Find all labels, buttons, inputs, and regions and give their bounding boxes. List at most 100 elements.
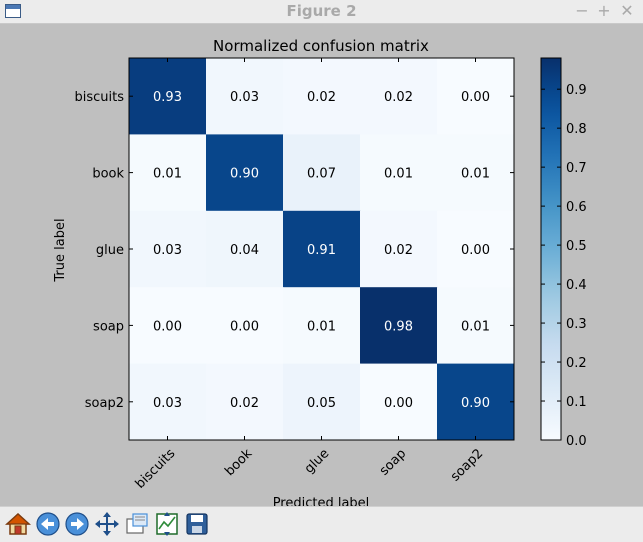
window-title: Figure 2: [286, 2, 357, 20]
heatmap-cell: [437, 58, 515, 135]
navigation-toolbar: [0, 506, 643, 542]
home-icon: [5, 512, 31, 535]
figure-canvas[interactable]: Normalized confusion matrix Predicted la…: [0, 24, 643, 506]
colorbar-tick-label: 0.1: [566, 395, 587, 410]
colorbar-tick-label: 0.9: [566, 83, 587, 98]
forward-button[interactable]: [64, 511, 90, 537]
cell-value-label: 0.01: [461, 167, 490, 182]
x-tick-label: book: [222, 446, 255, 479]
cell-value-label: 0.00: [461, 243, 490, 258]
x-tick-label: biscuits: [133, 446, 179, 492]
x-axis-label: Predicted label: [273, 496, 370, 506]
subplots-button[interactable]: [154, 511, 180, 537]
heatmap-cell: [129, 363, 207, 441]
subplots-icon: [156, 512, 178, 536]
heatmap-cell: [129, 134, 207, 212]
save-button[interactable]: [184, 511, 210, 537]
heatmap-cell: [129, 287, 207, 365]
heatmap-cell: [437, 363, 515, 441]
colorbar: 0.0 0.1 0.2 0.3 0.4 0.5 0.6 0.7 0.8 0.9: [540, 57, 587, 449]
cell-value-label: 0.07: [307, 167, 336, 182]
x-tick-label: glue: [302, 446, 332, 476]
cell-value-label: 0.05: [307, 396, 336, 411]
cell-value-label: 0.00: [461, 90, 490, 105]
cell-value-label: 0.00: [384, 396, 413, 411]
forward-arrow-icon: [65, 512, 89, 536]
heatmap-cell: [360, 363, 438, 441]
cell-value-label: 0.00: [153, 319, 182, 334]
cell-value-label: 0.00: [230, 319, 259, 334]
pan-icon: [95, 512, 119, 536]
cell-value-label: 0.03: [153, 396, 182, 411]
colorbar-tick-label: 0.0: [566, 434, 587, 449]
heatmap-cell: [437, 134, 515, 212]
heatmap-cell: [437, 210, 515, 288]
cell-value-label: 0.01: [461, 319, 490, 334]
colorbar-tick-label: 0.5: [566, 239, 587, 254]
heatmap-cell: [360, 58, 438, 135]
heatmap-cell: [206, 134, 284, 212]
cell-value-label: 0.03: [153, 243, 182, 258]
heatmap-cell: [206, 58, 284, 135]
chart-title: Normalized confusion matrix: [213, 37, 429, 55]
heatmap-cell: [129, 58, 207, 135]
y-axis-label: True label: [53, 218, 68, 282]
colorbar-tick-label: 0.4: [566, 278, 587, 293]
back-button[interactable]: [35, 511, 61, 537]
minimize-button[interactable]: −: [575, 1, 589, 20]
cell-value-label: 0.02: [384, 90, 413, 105]
pan-button[interactable]: [94, 511, 120, 537]
heatmap-cell: [283, 210, 361, 288]
y-tick-label: soap2: [85, 396, 124, 411]
y-tick-label: biscuits: [74, 90, 124, 105]
maximize-button[interactable]: +: [597, 1, 611, 20]
heatmap-cell: [283, 287, 361, 365]
cell-value-label: 0.91: [307, 243, 336, 258]
y-tick-label: soap: [93, 319, 124, 334]
cell-value-label: 0.90: [461, 396, 490, 411]
colorbar-gradient: [540, 57, 562, 441]
heatmap-cell: [360, 210, 438, 288]
y-tick-label: glue: [96, 243, 124, 258]
title-bar: Figure 2 − + ✕: [0, 0, 643, 24]
heatmap-cell: [206, 210, 284, 288]
heatmap-cell: [283, 58, 361, 135]
cell-value-label: 0.01: [384, 167, 413, 182]
heatmap-cell: [283, 363, 361, 441]
heatmap-cell: [283, 134, 361, 212]
heatmap-cell: [206, 287, 284, 365]
cell-value-label: 0.90: [230, 167, 259, 182]
heatmap-cells: 0.93 0.03 0.02 0.02 0.00 0.01 0.90 0.07 0.01 0.01…: [129, 58, 515, 441]
colorbar-tick-label: 0.2: [566, 356, 587, 371]
save-icon: [186, 513, 208, 535]
colorbar-tick-label: 0.7: [566, 161, 587, 176]
heatmap-cell: [129, 210, 207, 288]
colorbar-tick-label: 0.6: [566, 200, 587, 215]
x-tick-label: soap2: [448, 446, 486, 484]
close-button[interactable]: ✕: [620, 1, 634, 20]
cell-value-label: 0.01: [307, 319, 336, 334]
heatmap-cell: [360, 134, 438, 212]
x-tick-label: soap: [377, 446, 409, 478]
cell-value-label: 0.01: [153, 167, 182, 182]
colorbar-tick-label: 0.8: [566, 122, 587, 137]
cell-value-label: 0.98: [384, 319, 413, 334]
zoom-rect-button[interactable]: [124, 511, 150, 537]
heatmap-cell: [206, 363, 284, 441]
heatmap-cell: [360, 287, 438, 365]
heatmap-cell: [437, 287, 515, 365]
cell-value-label: 0.04: [230, 243, 259, 258]
back-arrow-icon: [36, 512, 60, 536]
cell-value-label: 0.02: [230, 396, 259, 411]
app-window-icon: [5, 4, 21, 18]
cell-value-label: 0.02: [384, 243, 413, 258]
cell-value-label: 0.03: [230, 90, 259, 105]
zoom-rect-icon: [126, 513, 148, 534]
colorbar-tick-label: 0.3: [566, 317, 587, 332]
confusion-matrix-chart: Normalized confusion matrix Predicted la…: [53, 37, 587, 506]
cell-value-label: 0.02: [307, 90, 336, 105]
home-button[interactable]: [5, 511, 31, 537]
cell-value-label: 0.93: [153, 90, 182, 105]
y-tick-label: book: [92, 167, 124, 182]
